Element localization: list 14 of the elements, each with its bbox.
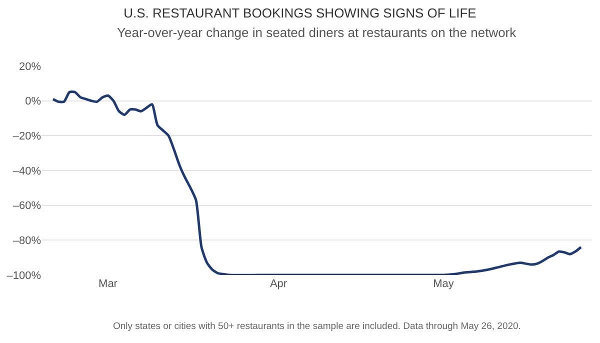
x-tick-label: Apr	[270, 278, 288, 290]
y-tick-label: –60%	[12, 200, 42, 212]
chart-subtitle: Year-over-year change in seated diners at restaurants on the network	[117, 25, 517, 40]
text: Only states or cities with 50+ restaurants in the sample are included. Data through May 26, 2020.	[113, 321, 521, 332]
y-tick-label: 20%	[18, 60, 42, 73]
y-tick-label: –40%	[12, 165, 42, 178]
x-tick-label: May	[433, 278, 454, 290]
y-tick-label: –100%	[6, 270, 42, 282]
chart-title: U.S. RESTAURANT BOOKINGS SHOWING SIGNS OF LIFE	[124, 6, 477, 21]
x-tick-label: Mar	[98, 278, 118, 290]
y-tick-label: –80%	[12, 235, 42, 248]
line-series	[52, 90, 582, 275]
y-tick-label: –20%	[12, 130, 42, 143]
y-tick-label: 0%	[25, 96, 42, 108]
